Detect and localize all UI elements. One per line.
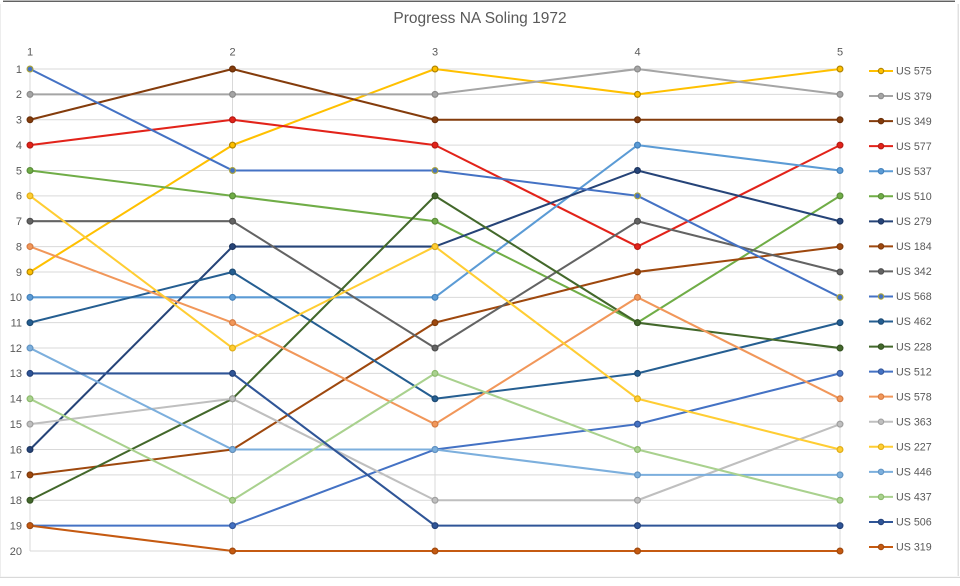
svg-text:US 506: US 506 [896,517,932,529]
svg-text:3: 3 [432,47,438,59]
svg-text:US 227: US 227 [896,441,932,453]
svg-text:11: 11 [11,317,22,329]
svg-text:US 578: US 578 [896,391,932,403]
svg-text:9: 9 [16,267,22,279]
svg-text:15: 15 [10,419,22,431]
svg-text:14: 14 [10,394,22,406]
svg-text:5: 5 [16,165,22,177]
svg-text:US 512: US 512 [896,366,932,378]
svg-text:US 379: US 379 [896,91,932,103]
svg-text:Progress NA Soling 1972: Progress NA Soling 1972 [393,10,566,27]
svg-text:US 184: US 184 [896,241,932,253]
svg-text:US 446: US 446 [896,467,932,479]
svg-text:4: 4 [16,140,22,152]
svg-text:5: 5 [837,47,843,59]
svg-text:1: 1 [16,64,22,76]
svg-text:US 568: US 568 [896,291,932,303]
svg-text:7: 7 [16,216,22,228]
svg-text:6: 6 [16,191,22,203]
svg-text:US 349: US 349 [896,116,932,128]
svg-text:13: 13 [10,368,22,380]
svg-text:20: 20 [10,546,22,558]
svg-text:US 575: US 575 [896,66,932,78]
svg-text:19: 19 [10,520,22,532]
svg-text:US 437: US 437 [896,492,932,504]
svg-text:US 342: US 342 [896,266,932,278]
svg-text:US 363: US 363 [896,416,932,428]
svg-text:US 577: US 577 [896,141,932,153]
svg-text:US 510: US 510 [896,191,932,203]
svg-text:US 319: US 319 [896,542,932,554]
svg-text:17: 17 [10,470,22,482]
svg-text:2: 2 [16,89,22,101]
svg-text:US 228: US 228 [896,341,932,353]
svg-text:US 462: US 462 [896,316,932,328]
svg-text:3: 3 [16,115,22,127]
svg-text:8: 8 [16,241,22,253]
svg-text:12: 12 [10,343,22,355]
svg-text:4: 4 [634,47,640,59]
svg-text:16: 16 [10,444,22,456]
svg-text:2: 2 [229,47,235,59]
svg-text:18: 18 [10,495,22,507]
svg-text:10: 10 [10,292,22,304]
svg-text:US 537: US 537 [896,166,932,178]
svg-text:US 279: US 279 [896,216,932,228]
svg-text:1: 1 [27,47,33,59]
